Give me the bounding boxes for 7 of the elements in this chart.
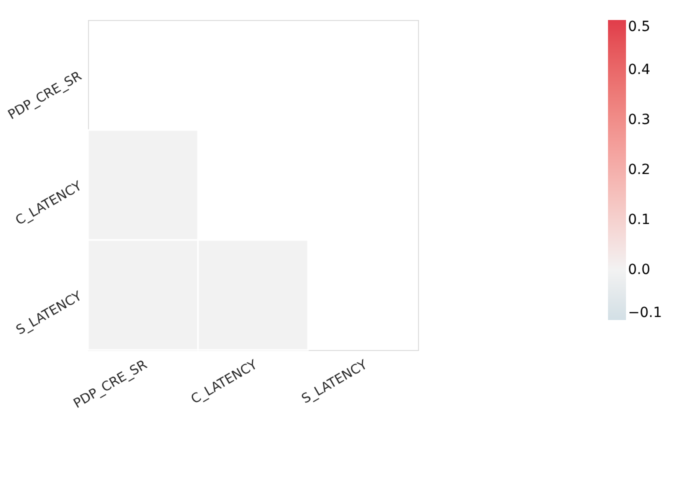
color-bar-label: 0.3 bbox=[628, 112, 650, 128]
color-bar-label: 0.4 bbox=[628, 62, 650, 78]
color-bar-label: 0.1 bbox=[628, 212, 650, 228]
color-bar-label: 0.0 bbox=[628, 262, 650, 278]
color-bar-label: 0.2 bbox=[628, 162, 650, 178]
color-bar-label: 0.5 bbox=[628, 19, 650, 35]
color-bar-label: −0.1 bbox=[628, 305, 662, 321]
